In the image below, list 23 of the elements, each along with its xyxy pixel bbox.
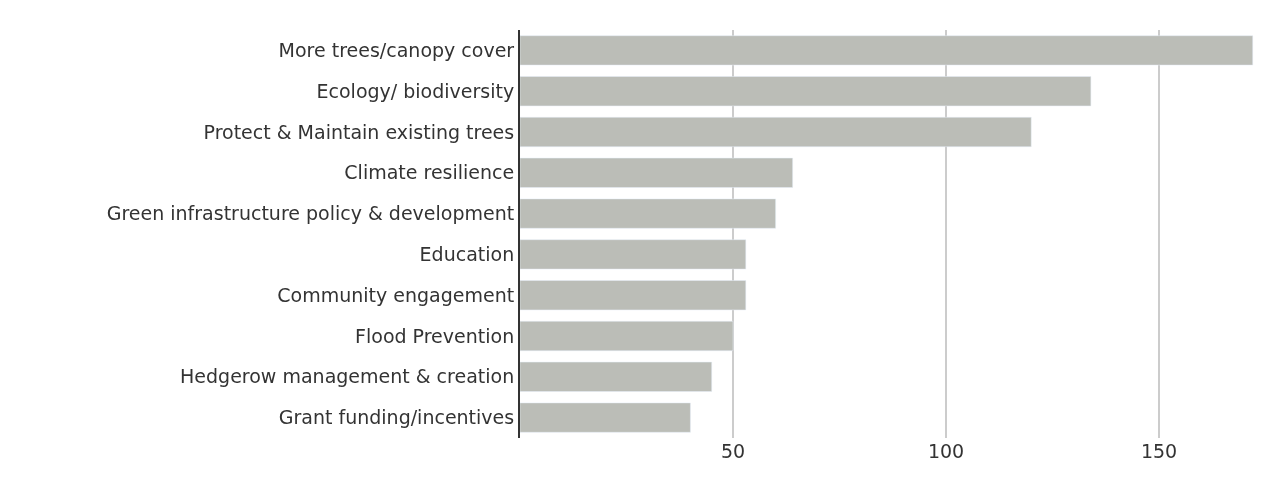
bar <box>520 361 712 392</box>
y-tick-label: Community engagement <box>277 283 515 306</box>
y-tick-label: Education <box>419 243 515 266</box>
bar <box>520 321 734 351</box>
y-tick-label: Ecology/ biodiversity <box>316 79 515 102</box>
x-tick-label: 150 <box>1140 440 1178 462</box>
bar <box>520 239 747 270</box>
y-tick-label: Hedgerow management & creation <box>180 365 515 388</box>
y-tick-label: More trees/canopy cover <box>278 39 515 62</box>
bar <box>520 76 1092 107</box>
bar <box>520 402 691 433</box>
bar <box>520 117 1032 147</box>
bar <box>520 35 1253 66</box>
bar <box>520 157 793 188</box>
y-tick-label: Protect & Maintain existing trees <box>203 120 515 143</box>
y-tick-label: Green infrastructure policy & development <box>106 202 515 225</box>
bar <box>520 198 776 229</box>
x-tick-label: 100 <box>927 440 965 462</box>
bar <box>520 280 747 311</box>
y-tick-label: Climate resilience <box>344 161 515 184</box>
x-tick-label: 50 <box>720 440 746 462</box>
y-tick-label: Flood Prevention <box>355 324 515 347</box>
y-tick-label: Grant funding/incentives <box>278 406 515 429</box>
